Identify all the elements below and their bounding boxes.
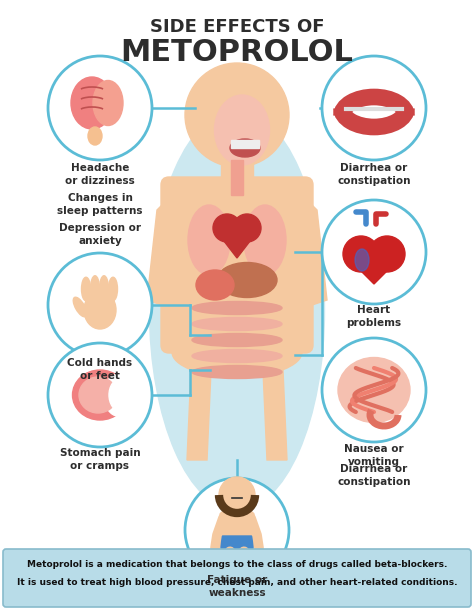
Text: Metoprolol is a medication that belongs to the class of drugs called beta-blocke: Metoprolol is a medication that belongs … [27, 560, 447, 569]
Ellipse shape [188, 205, 230, 275]
Ellipse shape [217, 263, 277, 297]
Text: Depression or
anxiety: Depression or anxiety [59, 223, 141, 246]
Ellipse shape [82, 277, 91, 301]
Ellipse shape [73, 297, 87, 317]
Text: Nausea or
vomiting: Nausea or vomiting [344, 444, 404, 467]
Circle shape [343, 236, 379, 272]
Bar [221, 163, 253, 188]
Ellipse shape [230, 139, 260, 157]
Ellipse shape [88, 127, 102, 145]
Text: Changes in
sleep patterns: Changes in sleep patterns [57, 193, 143, 216]
Circle shape [219, 477, 255, 513]
Ellipse shape [192, 365, 282, 379]
Ellipse shape [244, 205, 286, 275]
Text: Fatigue or
weakness: Fatigue or weakness [207, 575, 267, 598]
Ellipse shape [79, 377, 117, 413]
Ellipse shape [172, 327, 302, 377]
Text: Cold hands
or feet: Cold hands or feet [67, 358, 133, 381]
Ellipse shape [338, 358, 410, 423]
Polygon shape [292, 195, 327, 305]
Ellipse shape [192, 334, 282, 347]
Circle shape [185, 478, 289, 582]
Polygon shape [346, 256, 402, 284]
Circle shape [48, 56, 152, 160]
Ellipse shape [91, 276, 100, 302]
Ellipse shape [192, 302, 282, 314]
Circle shape [369, 236, 405, 272]
Circle shape [48, 343, 152, 447]
FancyBboxPatch shape [3, 549, 471, 607]
Text: Headache
or dizziness: Headache or dizziness [65, 163, 135, 186]
Circle shape [233, 214, 261, 242]
Ellipse shape [215, 95, 270, 165]
Polygon shape [187, 348, 212, 460]
Bar [231, 160, 243, 195]
Circle shape [322, 56, 426, 160]
Text: Heart
problems: Heart problems [346, 305, 401, 328]
Ellipse shape [192, 350, 282, 362]
FancyBboxPatch shape [221, 536, 253, 554]
Ellipse shape [338, 91, 410, 136]
Text: METOPROLOL: METOPROLOL [120, 38, 354, 67]
Bar [231, 140, 259, 148]
FancyBboxPatch shape [161, 177, 313, 353]
Text: SIDE EFFECTS OF: SIDE EFFECTS OF [150, 18, 324, 36]
Text: Diarrhea or
constipation: Diarrhea or constipation [337, 464, 411, 487]
Ellipse shape [104, 374, 132, 416]
Ellipse shape [355, 249, 369, 271]
Ellipse shape [109, 379, 131, 411]
Ellipse shape [93, 80, 123, 125]
Circle shape [322, 200, 426, 304]
Circle shape [48, 253, 152, 357]
Polygon shape [217, 232, 257, 258]
Ellipse shape [100, 276, 109, 302]
Ellipse shape [84, 291, 116, 329]
Circle shape [185, 63, 289, 167]
Text: Diarrhea or
constipation: Diarrhea or constipation [337, 163, 411, 186]
Ellipse shape [73, 370, 128, 420]
Circle shape [322, 338, 426, 442]
Ellipse shape [149, 110, 325, 510]
Polygon shape [262, 348, 287, 460]
Text: It is used to treat high blood pressure, chest pain, and other heart-related con: It is used to treat high blood pressure,… [17, 578, 457, 587]
Ellipse shape [71, 77, 113, 129]
Circle shape [213, 214, 241, 242]
Ellipse shape [192, 317, 282, 331]
Ellipse shape [109, 277, 118, 301]
Polygon shape [147, 195, 182, 305]
Text: Stomach pain
or cramps: Stomach pain or cramps [60, 448, 140, 471]
Ellipse shape [196, 270, 234, 300]
FancyBboxPatch shape [220, 512, 254, 548]
